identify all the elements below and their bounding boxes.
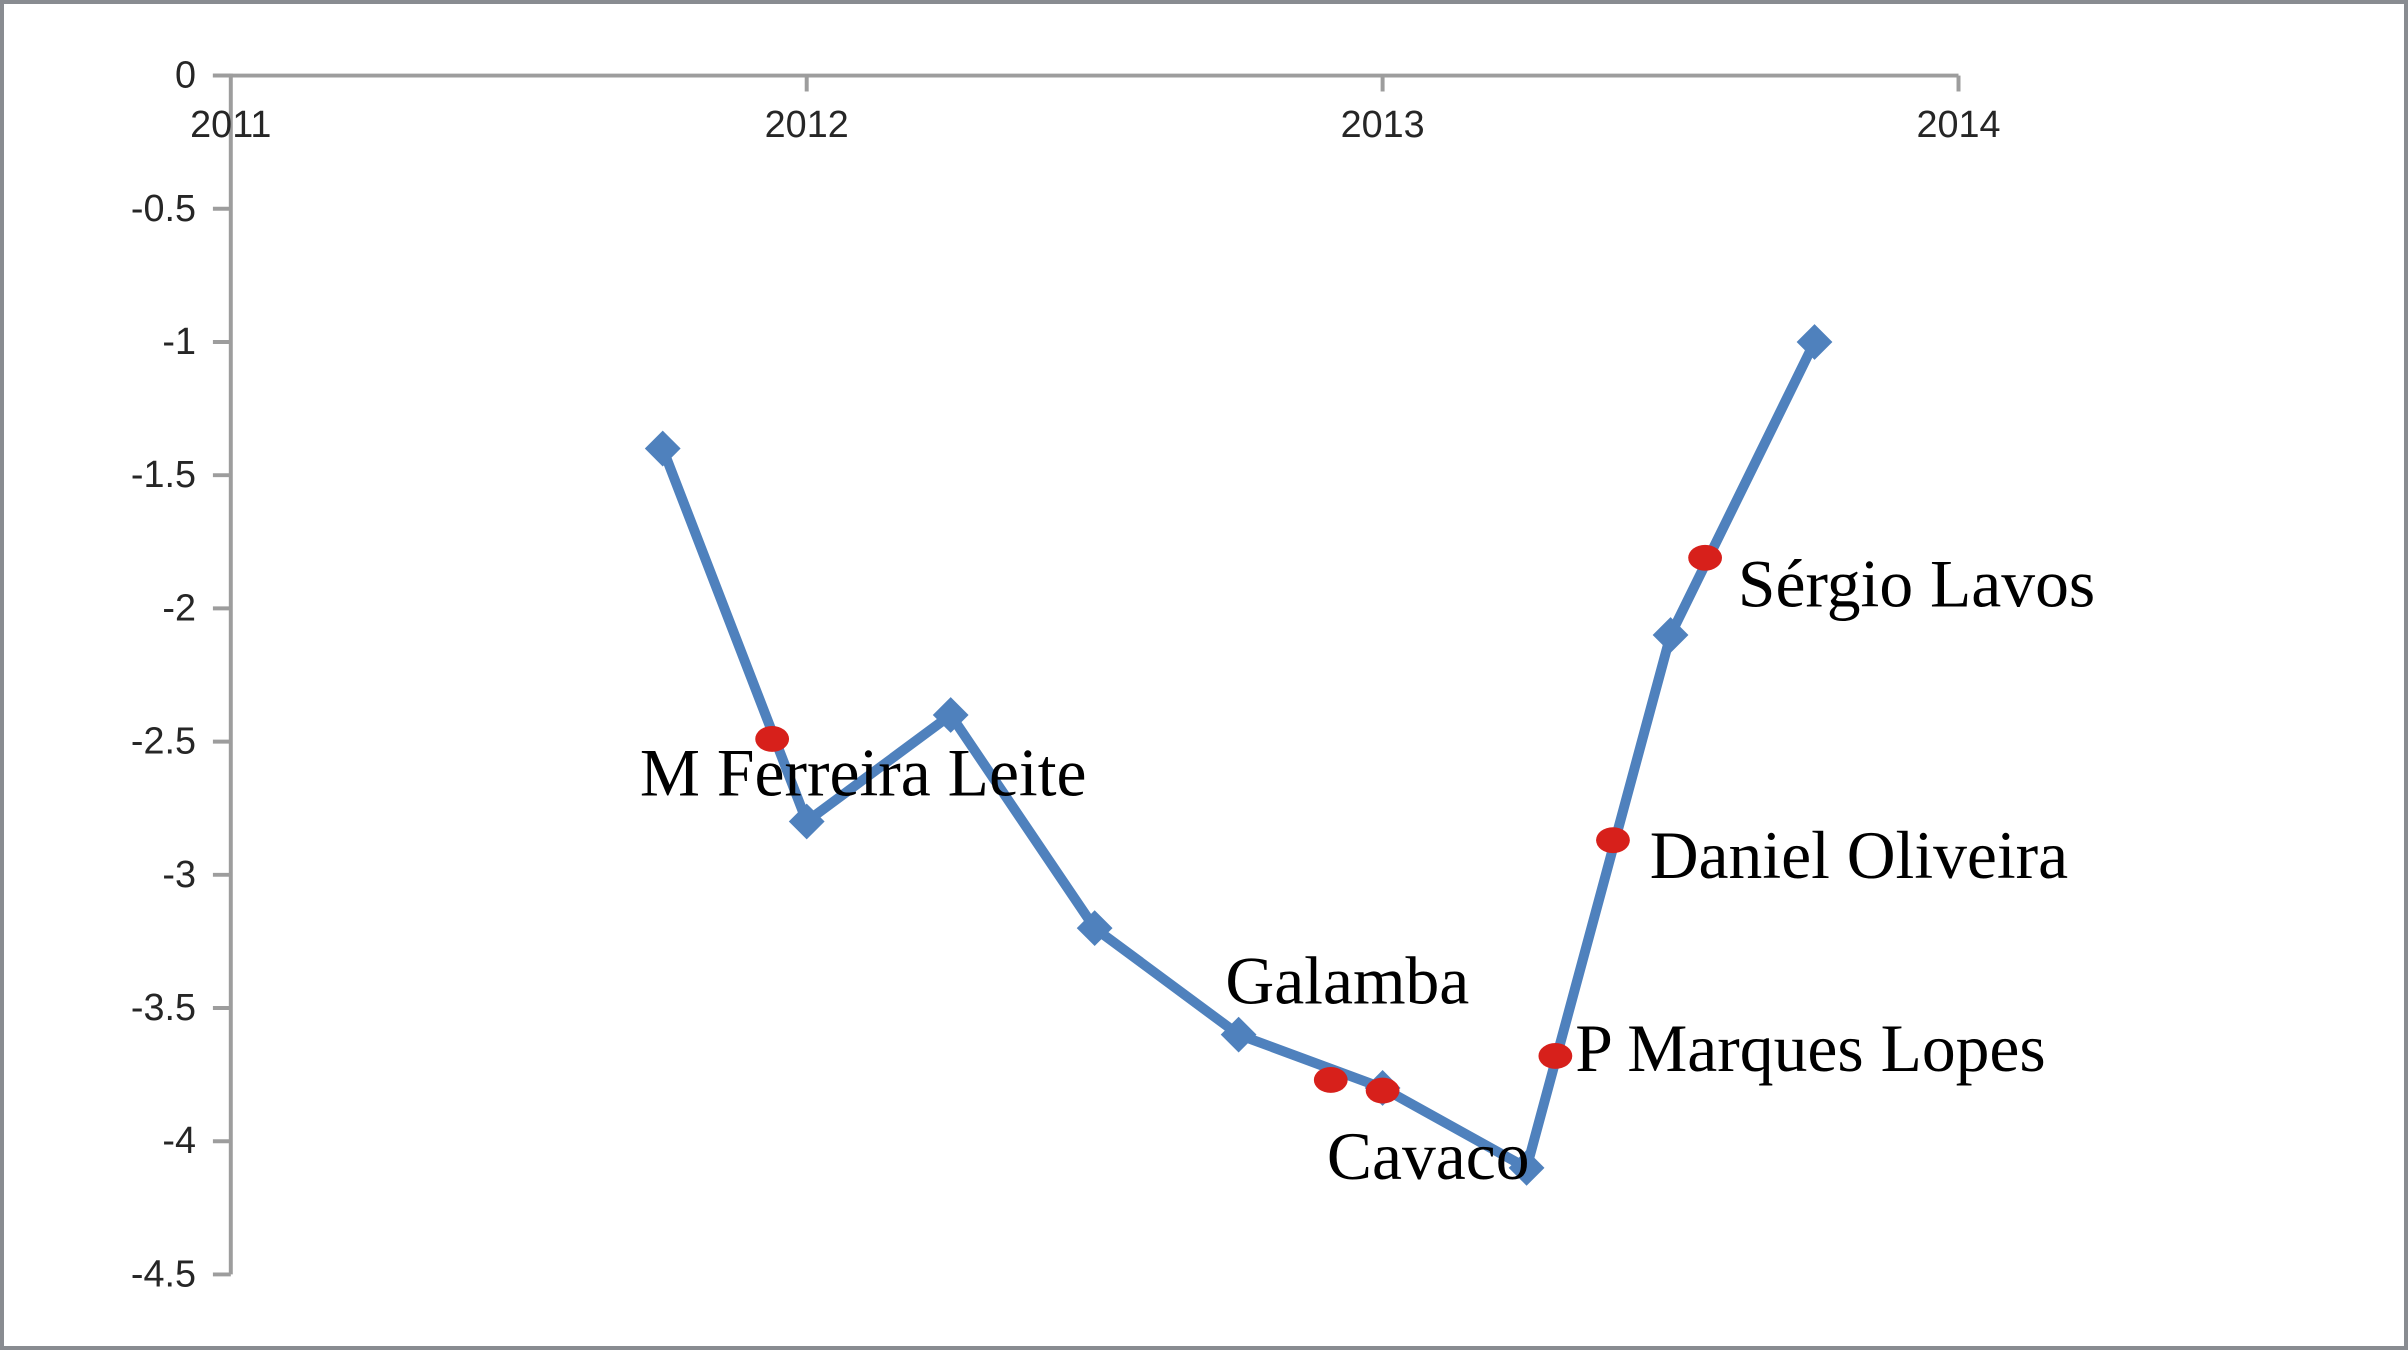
y-tick-label: -2.5 [131,721,196,763]
x-tick-label: 2012 [765,104,849,146]
annotation-dot [1365,1077,1400,1104]
axes-layer: 2011 2012 2013 2014 0 -0.5 -1 -1.5 -2 -2.5 -3 -3.5 -… [131,55,2001,1296]
annotation-dot [1596,827,1630,854]
annotation-label: Cavaco [1327,1119,1530,1194]
annotation-label: Galamba [1225,943,1469,1018]
annotation-label: Daniel Oliveira [1650,818,2068,893]
y-tick-label: -3 [162,854,196,896]
annotation-label: Sérgio Lavos [1738,546,2095,621]
data-point-diamond [1652,617,1689,653]
y-tick-label: 0 [175,55,196,97]
line-chart: 2011 2012 2013 2014 0 -0.5 -1 -1.5 -2 -2.5 -3 -3.5 -… [131,55,2095,1296]
y-tick-label: -4 [162,1120,196,1162]
y-tick-label: -2 [162,587,196,629]
y-tick-label: -4.5 [131,1253,196,1295]
data-point-diamond [644,430,681,467]
y-tick-label: -3.5 [131,987,196,1029]
data-point-diamond [1796,324,1833,360]
annotation-label: M Ferreira Leite [640,736,1087,811]
annotation-layer: M Ferreira Leite Galamba Cavaco P Marques L… [640,544,2095,1194]
x-tick-label: 2013 [1341,104,1425,146]
annotation-dot [1538,1043,1573,1069]
annotation-dot [1688,544,1723,571]
annotation-dot [755,726,790,752]
y-tick-label: -1 [162,321,196,363]
annotation-label: P Marques Lopes [1575,1011,2045,1086]
y-tick-label: -1.5 [131,454,196,496]
annotation-dot [1313,1067,1348,1093]
y-tick-label: -0.5 [131,188,196,230]
x-tick-label: 2011 [190,104,271,146]
data-point-diamond [1508,1149,1545,1186]
x-tick-label: 2014 [1916,104,2000,146]
